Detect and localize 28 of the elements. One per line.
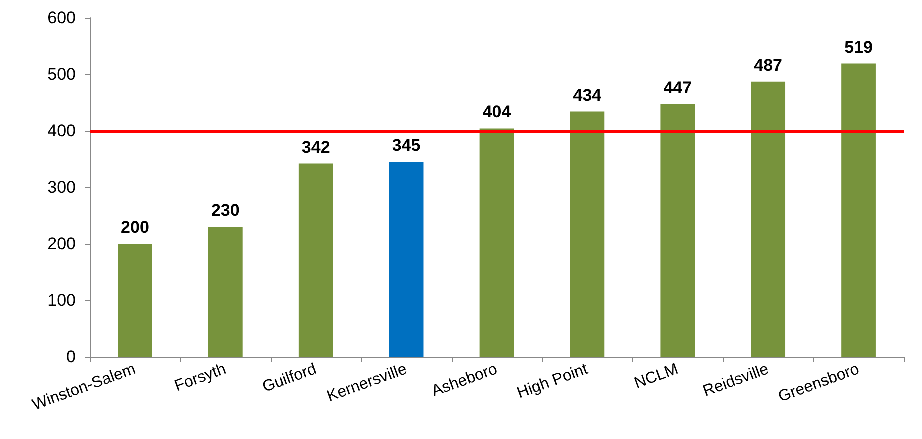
y-tick-label: 600 <box>48 8 76 28</box>
data-label: 230 <box>211 201 240 220</box>
y-tick-label: 200 <box>48 234 76 254</box>
y-tick-label: 500 <box>48 65 76 84</box>
y-tick-label: 300 <box>48 178 76 197</box>
x-tick-label: Forsyth <box>172 361 229 396</box>
y-tick-label: 100 <box>48 291 76 310</box>
bar <box>570 112 605 357</box>
bar <box>208 227 243 357</box>
bar <box>751 82 786 357</box>
x-tick-label: NCLM <box>632 361 681 392</box>
data-label: 447 <box>664 78 692 98</box>
data-label: 434 <box>573 86 602 105</box>
x-tick-label: High Point <box>515 360 591 402</box>
bar <box>118 244 152 357</box>
bar <box>298 164 334 357</box>
bar <box>389 162 424 357</box>
data-label: 487 <box>754 56 783 75</box>
data-label: 200 <box>121 218 150 237</box>
data-label: 519 <box>844 38 873 57</box>
bar <box>842 64 876 357</box>
data-label: 345 <box>392 136 421 156</box>
y-tick-label: 0 <box>66 348 76 366</box>
bar <box>660 104 696 357</box>
data-label: 342 <box>302 138 330 157</box>
data-label: 404 <box>482 102 512 122</box>
bar <box>480 128 514 357</box>
y-tick-label: 400 <box>48 122 76 140</box>
